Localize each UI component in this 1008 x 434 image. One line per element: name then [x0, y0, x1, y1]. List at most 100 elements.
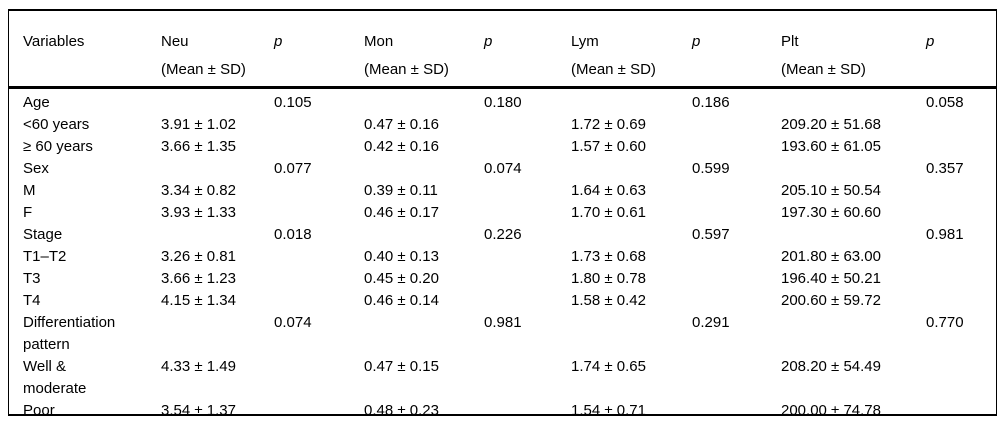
plt-p-value: 0.770: [926, 314, 964, 331]
col-header-plt: Plt: [781, 33, 799, 50]
neu-p-value: [260, 268, 350, 290]
lym-p-value: [678, 268, 767, 290]
lym-value: [557, 88, 678, 115]
mon-value: 0.42 ± 0.16: [364, 138, 439, 155]
mon-p-value: 0.981: [484, 314, 522, 331]
mon-p-value: [470, 268, 557, 290]
lym-p-value: [678, 246, 767, 268]
mon-p-value: 0.074: [484, 160, 522, 177]
lym-p-value: [678, 180, 767, 202]
neu-value: 3.91 ± 1.02: [161, 116, 236, 133]
col-header-p-plt: p: [926, 33, 935, 50]
lym-value: 1.70 ± 0.61: [571, 204, 646, 221]
plt-p-value: [912, 356, 996, 400]
neu-p-value: 0.105: [274, 94, 312, 111]
mon-p-value: [470, 136, 557, 158]
neu-p-value: [260, 246, 350, 268]
mon-p-value: [470, 202, 557, 224]
plt-p-value: 0.357: [926, 160, 964, 177]
plt-value: 200.60 ± 59.72: [781, 292, 881, 309]
table-row-under-60: <60 years 3.91 ± 1.02 0.47 ± 0.16 1.72 ±…: [9, 114, 996, 136]
mon-value: 0.46 ± 0.17: [364, 204, 439, 221]
col-header-p-lym: p: [692, 33, 701, 50]
lym-value: [557, 224, 678, 246]
row-label: Well & moderate: [23, 358, 87, 397]
mon-p-value: [470, 246, 557, 268]
mon-p-value: 0.226: [484, 226, 522, 243]
mon-value: 0.47 ± 0.16: [364, 116, 439, 133]
col-header-variables: Variables: [23, 33, 85, 50]
neu-value: 4.15 ± 1.34: [161, 292, 236, 309]
row-label: Sex: [23, 160, 49, 177]
row-label: Age: [23, 94, 50, 111]
plt-p-value: [912, 136, 996, 158]
row-label: Poor: [23, 402, 55, 419]
row-label: T1–T2: [23, 248, 67, 265]
mon-p-value: 0.180: [484, 94, 522, 111]
subheader-plt-mean-sd: (Mean ± SD): [767, 53, 912, 89]
mon-value: 0.39 ± 0.11: [364, 182, 438, 199]
neu-p-value-significant: 0.018: [274, 226, 312, 243]
lym-value: 1.64 ± 0.63: [571, 182, 646, 199]
plt-p-value: 0.981: [926, 226, 964, 243]
neu-value: 3.34 ± 0.82: [161, 182, 236, 199]
subheader-blank: [260, 53, 350, 89]
mon-value: [350, 158, 470, 180]
lym-p-value: [678, 114, 767, 136]
plt-value: 200.00 ± 74.78: [781, 402, 881, 419]
lym-value: [557, 312, 678, 356]
neu-p-value: 0.074: [274, 314, 312, 331]
row-label: ≥ 60 years: [23, 138, 93, 155]
mon-p-value: [470, 290, 557, 312]
plt-p-value: [912, 202, 996, 224]
lym-p-value: 0.599: [692, 160, 730, 177]
lym-value: 1.54 ± 0.71: [571, 402, 646, 419]
table-row-t1-t2: T1–T2 3.26 ± 0.81 0.40 ± 0.13 1.73 ± 0.6…: [9, 246, 996, 268]
subheader-lym-mean-sd: (Mean ± SD): [557, 53, 678, 89]
neu-p-value: [260, 202, 350, 224]
plt-value: 205.10 ± 50.54: [781, 182, 881, 199]
table-row-t3: T3 3.66 ± 1.23 0.45 ± 0.20 1.80 ± 0.78 1…: [9, 268, 996, 290]
neu-value: 3.54 ± 1.37: [161, 402, 236, 419]
mon-value: 0.46 ± 0.14: [364, 292, 439, 309]
lym-p-value: [678, 202, 767, 224]
col-header-p-mon: p: [484, 33, 493, 50]
plt-value: [767, 312, 912, 356]
lym-p-value: 0.597: [692, 226, 730, 243]
neu-value: 4.33 ± 1.49: [161, 358, 236, 375]
header-row-mean-sd: (Mean ± SD) (Mean ± SD) (Mean ± SD) (Mea…: [9, 53, 996, 89]
mon-value: [350, 312, 470, 356]
subheader-mon-mean-sd: (Mean ± SD): [350, 53, 470, 89]
row-label: <60 years: [23, 116, 90, 133]
mon-p-value: [470, 114, 557, 136]
neu-p-value: [260, 400, 350, 422]
lym-p-value: 0.291: [692, 314, 730, 331]
row-label: Stage: [23, 226, 63, 243]
subheader-blank: [9, 53, 147, 89]
plt-value: [767, 158, 912, 180]
lym-p-value: [678, 136, 767, 158]
neu-value: [147, 312, 260, 356]
neu-p-value: [260, 290, 350, 312]
mon-p-value: [470, 180, 557, 202]
table-row-well-moderate: Well & moderate 4.33 ± 1.49 0.47 ± 0.15 …: [9, 356, 996, 400]
lym-value: 1.73 ± 0.68: [571, 248, 646, 265]
plt-value: 196.40 ± 50.21: [781, 270, 881, 287]
neu-value: [147, 224, 260, 246]
neu-value: [147, 88, 260, 115]
neu-value: 3.26 ± 0.81: [161, 248, 236, 265]
plt-p-value: [912, 268, 996, 290]
lym-value: [557, 158, 678, 180]
lym-value: 1.58 ± 0.42: [571, 292, 646, 309]
table-row-stage: Stage 0.018 0.226 0.597 0.981: [9, 224, 996, 246]
neu-value: 3.66 ± 1.35: [161, 138, 236, 155]
lym-value: 1.74 ± 0.65: [571, 358, 646, 375]
plt-p-value: [912, 180, 996, 202]
col-header-lym: Lym: [571, 33, 599, 50]
table-row-male: M 3.34 ± 0.82 0.39 ± 0.11 1.64 ± 0.63 20…: [9, 180, 996, 202]
col-header-neu: Neu: [161, 33, 189, 50]
lym-value: 1.57 ± 0.60: [571, 138, 646, 155]
table-row-sex: Sex 0.077 0.074 0.599 0.357: [9, 158, 996, 180]
table-header: Variables Neu p Mon p Lym p Plt p (Mean …: [9, 11, 996, 89]
col-header-p-neu: p: [274, 33, 283, 50]
